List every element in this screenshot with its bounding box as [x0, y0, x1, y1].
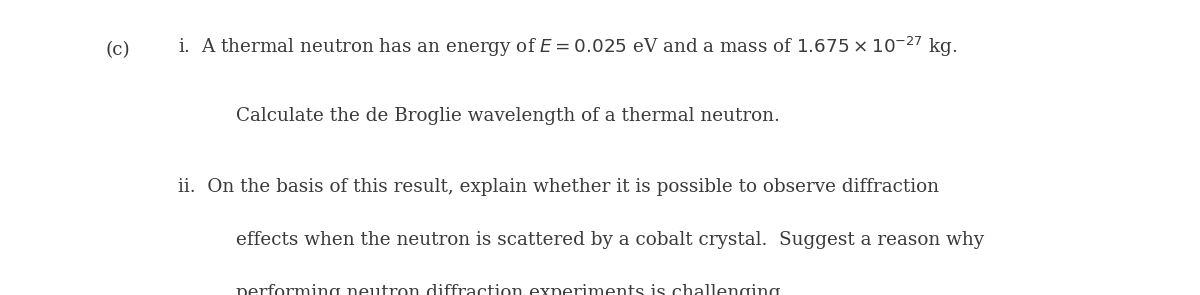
Text: (c): (c): [106, 41, 131, 59]
Text: ii.  On the basis of this result, explain whether it is possible to observe diff: ii. On the basis of this result, explain…: [178, 178, 938, 196]
Text: effects when the neutron is scattered by a cobalt crystal.  Suggest a reason why: effects when the neutron is scattered by…: [236, 231, 984, 249]
Text: Calculate the de Broglie wavelength of a thermal neutron.: Calculate the de Broglie wavelength of a…: [236, 107, 780, 125]
Text: performing neutron diffraction experiments is challenging.: performing neutron diffraction experimen…: [236, 284, 787, 295]
Text: i.  A thermal neutron has an energy of $E = 0.025$ eV and a mass of $1.675 \time: i. A thermal neutron has an energy of $E…: [178, 35, 958, 59]
